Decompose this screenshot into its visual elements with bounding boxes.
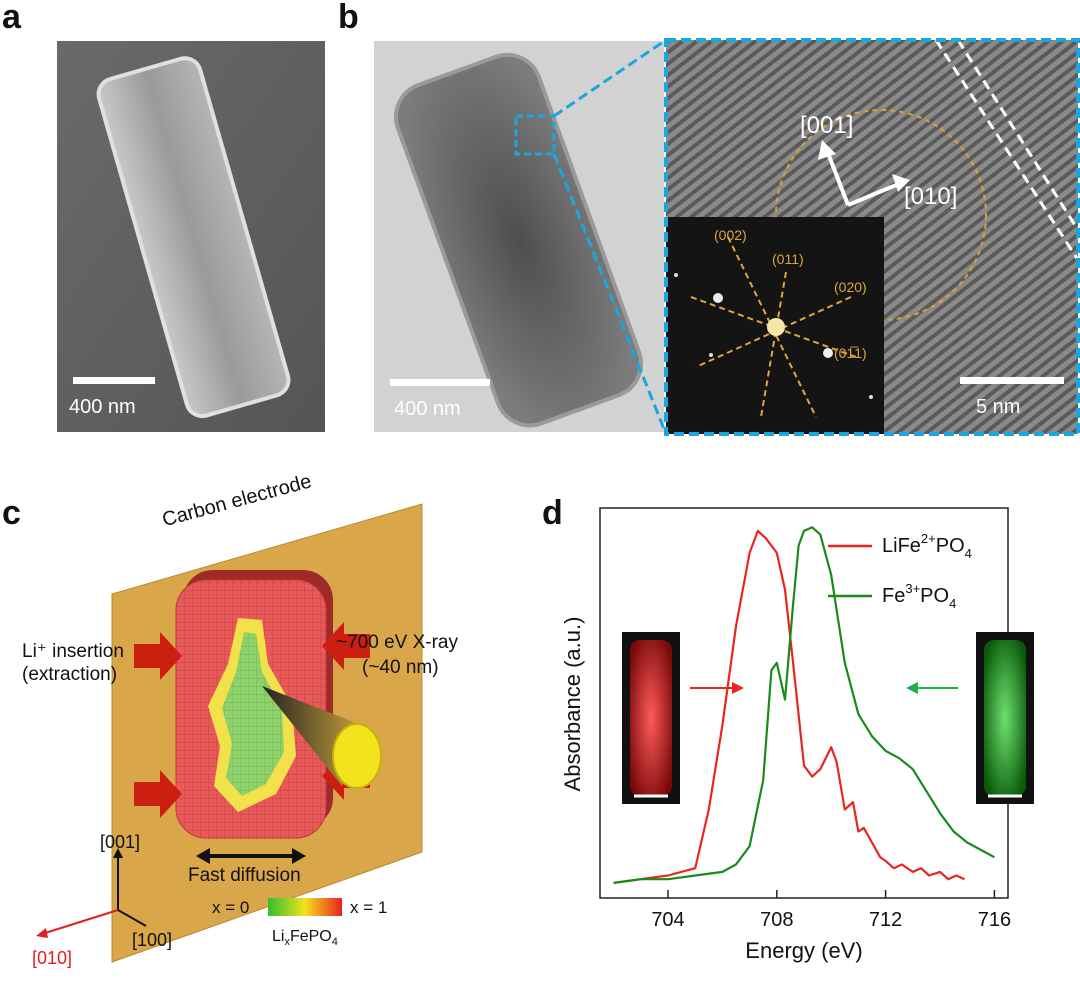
scale-bar-b-left [390,379,490,386]
li-insertion-label: Li⁺ insertion [22,641,124,662]
panel-letter-b: b [338,0,359,36]
sem-image: 400 nm [57,41,325,432]
tem-rod-graphic [374,41,664,432]
fepo4-region [222,632,284,796]
series-line-fepo4 [613,526,995,884]
tem-image: 400 nm [374,41,664,432]
xray-spot [332,723,382,789]
scale-bar-b-right [960,377,1064,384]
fft-inset: (002) (011) (020) (01̅1) [666,217,884,434]
series-line-lifepo4 [613,529,965,884]
scale-label-a: 400 nm [69,396,136,418]
scale-bar-a [73,377,155,384]
xas-chart: 704 708 712 716 LiFe2+PO4 Fe3+PO4 Energy (e… [560,507,1034,963]
fft-label-011: (011) [772,251,804,267]
x-tick-label: 704 [651,909,684,931]
colorbar-label: LixFePO4 [272,928,338,949]
extraction-label: (extraction) [22,664,118,685]
direction-label-001: [001] [800,112,854,139]
fft-label-01-1: (01̅1) [834,345,867,361]
y-axis-label: Absorbance (a.u.) [560,617,585,792]
panel-letter-d: d [542,494,563,532]
colorbar-x1-label: x = 1 [350,898,388,917]
fft-pattern [666,217,884,434]
axis-001-label: [001] [100,832,141,852]
colorbar [268,898,342,916]
legend-label-lfp: LiFe2+PO4 [882,531,972,561]
x-tick-label: 716 [978,909,1011,931]
scale-label-b-left: 400 nm [394,398,461,420]
fft-label-002: (002) [714,227,747,243]
axis-010-label: [010] [32,948,73,968]
direction-label-010: [010] [904,183,958,210]
x-tick-label: 708 [760,909,793,931]
panel-letter-c: c [2,494,21,532]
xray-depth-label: (~40 nm) [362,657,439,678]
panel-letter-a: a [2,0,21,36]
schematic-c [36,503,423,963]
colorbar-x0-label: x = 0 [212,898,250,917]
hrtem-image: [001] [010] (002) (011) (020) (01̅1) 5 n… [666,40,1078,434]
scale-label-b-right: 5 nm [976,396,1021,418]
x-axis-label: Energy (eV) [745,938,862,963]
axis-010-line [41,909,119,935]
xray-label: ~700 eV X-ray [336,632,458,653]
axis-100-label: [100] [132,930,173,950]
legend-label-fp: Fe3+PO4 [882,581,956,611]
fast-diffusion-label: Fast diffusion [188,865,301,886]
zoom-box [514,114,556,156]
axis-100-line [117,909,147,927]
sem-rod-graphic [57,41,325,432]
fft-label-020: (020) [834,279,867,295]
x-tick-label: 712 [869,909,902,931]
